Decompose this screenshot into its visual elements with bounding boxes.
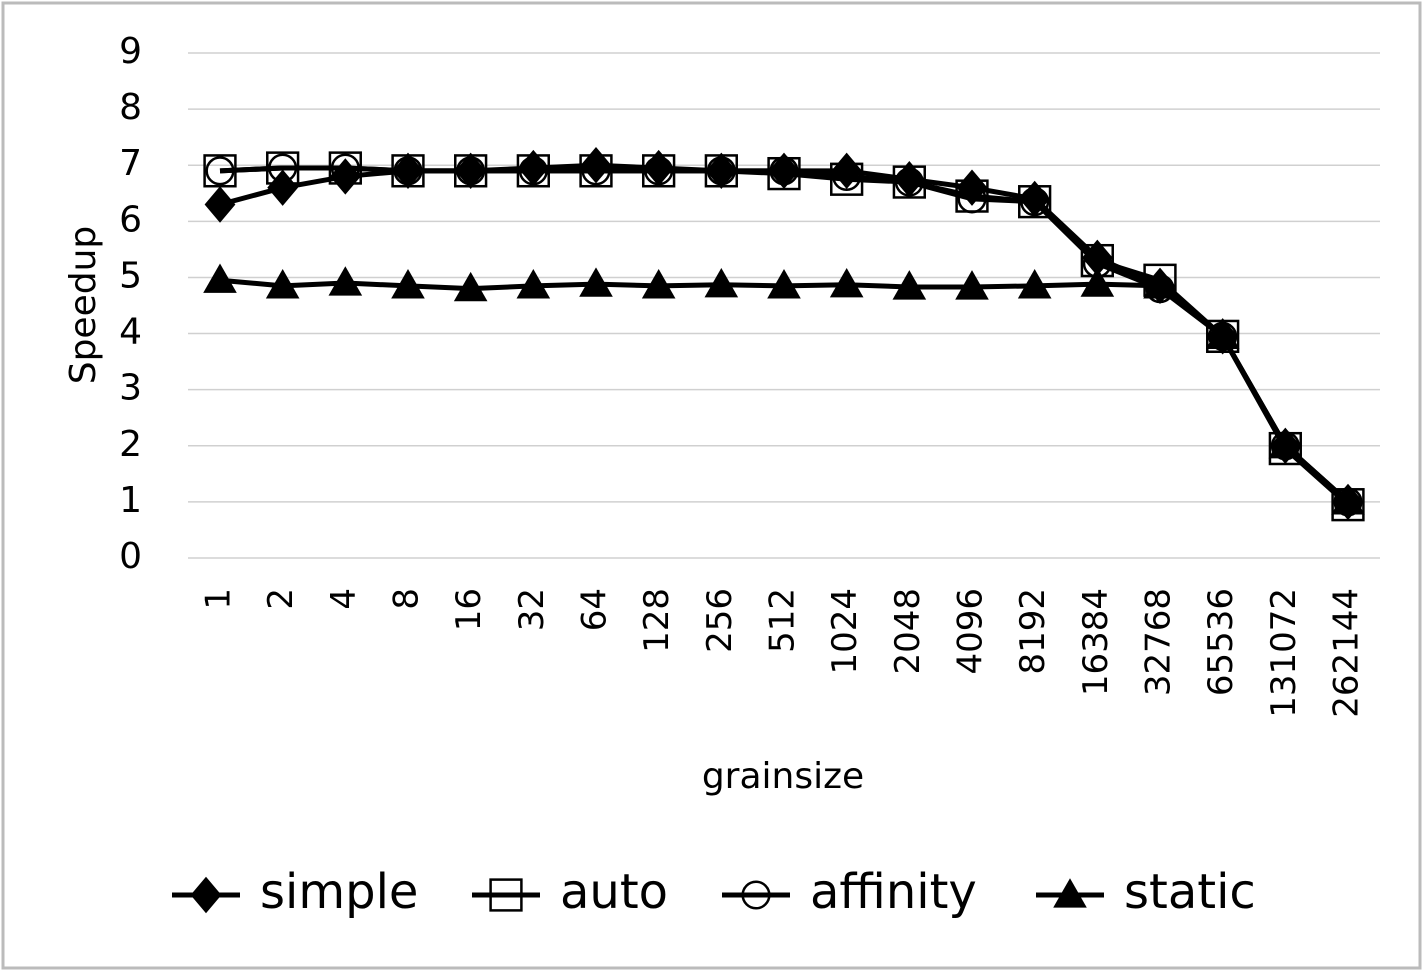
data-point <box>768 152 800 190</box>
data-point <box>1017 269 1052 299</box>
y-tick-label: 2 <box>119 424 142 465</box>
data-point <box>268 153 298 183</box>
data-point <box>704 154 738 188</box>
x-tick-label: 8 <box>387 588 427 610</box>
data-point <box>391 269 425 299</box>
legend-label: simple <box>260 864 418 920</box>
x-tick-label: 128 <box>637 588 677 653</box>
x-tick-label: 32768 <box>1139 588 1179 696</box>
x-tick-label: 16384 <box>1076 588 1116 696</box>
data-point <box>832 161 862 191</box>
data-point <box>706 156 736 186</box>
data-point <box>393 156 423 186</box>
x-tick-label: 65536 <box>1201 588 1241 696</box>
data-point <box>1020 187 1050 217</box>
data-point <box>455 152 487 190</box>
legend-item: static <box>1036 864 1256 920</box>
data-point <box>1018 185 1052 219</box>
y-tick-label: 8 <box>119 87 142 128</box>
x-tick-label: 32 <box>512 588 552 631</box>
data-point <box>518 156 548 186</box>
data-point <box>392 152 424 190</box>
x-tick-label: 2 <box>261 588 301 610</box>
data-point <box>1080 267 1115 297</box>
legend-marker <box>190 876 222 914</box>
legend-item: simple <box>172 864 418 920</box>
data-point <box>1268 428 1303 459</box>
data-point <box>704 267 739 298</box>
y-axis-label: Speedup <box>63 226 104 385</box>
data-point <box>203 154 237 188</box>
x-tick-label: 1 <box>199 588 239 610</box>
data-point <box>328 266 363 296</box>
data-point <box>204 186 236 223</box>
data-point <box>1143 269 1177 299</box>
data-point <box>1331 485 1365 515</box>
x-tick-label: 8192 <box>1013 588 1053 675</box>
legend-marker <box>1053 878 1087 908</box>
data-point <box>767 269 801 299</box>
data-point <box>205 156 235 186</box>
data-point <box>581 156 611 186</box>
legend-label: auto <box>560 864 668 920</box>
data-point <box>829 267 864 298</box>
data-point <box>1081 239 1113 277</box>
legend-marker <box>489 878 523 912</box>
x-tick-label: 16 <box>449 588 489 631</box>
x-tick-label: 512 <box>763 588 803 653</box>
y-tick-label: 9 <box>119 31 142 72</box>
data-point <box>769 156 799 186</box>
y-tick-label: 4 <box>119 312 142 353</box>
data-point <box>456 156 486 186</box>
legend-item: auto <box>472 864 668 920</box>
x-tick-label: 4096 <box>951 588 991 675</box>
y-tick-label: 1 <box>119 480 142 521</box>
data-point <box>894 167 924 197</box>
data-point <box>265 269 300 299</box>
data-point <box>642 154 676 188</box>
data-point <box>956 169 988 206</box>
legend-label: affinity <box>810 864 977 920</box>
data-point <box>892 165 926 199</box>
data-point <box>516 269 551 299</box>
data-point <box>705 152 737 190</box>
data-point <box>266 151 300 185</box>
x-tick-label: 1024 <box>825 588 865 675</box>
y-tick-label: 0 <box>119 536 142 577</box>
y-tick-label: 7 <box>119 143 142 184</box>
legend-item: affinity <box>722 864 977 920</box>
data-point <box>955 270 989 300</box>
data-point <box>579 267 613 297</box>
data-point <box>453 271 488 302</box>
data-point <box>957 184 987 214</box>
data-point <box>329 158 361 195</box>
data-point <box>330 153 360 183</box>
data-point <box>831 152 863 190</box>
y-tick-label: 3 <box>119 368 142 409</box>
x-tick-label: 131072 <box>1264 588 1304 718</box>
data-point <box>328 151 362 185</box>
x-axis-label: grainsize <box>702 756 864 797</box>
x-tick-label: 256 <box>700 588 740 653</box>
data-point <box>579 154 613 188</box>
legend-marker <box>741 880 771 910</box>
data-point <box>644 156 674 186</box>
data-point <box>892 270 927 300</box>
x-tick-label: 4 <box>324 588 364 610</box>
data-point <box>516 154 550 188</box>
x-tick-label: 64 <box>575 588 615 631</box>
data-point <box>641 269 676 299</box>
data-point <box>454 154 488 188</box>
x-tick-label: 2048 <box>888 588 928 675</box>
y-tick-label: 6 <box>119 199 142 240</box>
data-point <box>1205 319 1240 349</box>
data-point <box>391 154 425 188</box>
data-point <box>203 263 237 293</box>
x-tick-label: 262144 <box>1327 588 1367 718</box>
legend-label: static <box>1124 864 1256 920</box>
y-tick-label: 5 <box>119 255 142 296</box>
